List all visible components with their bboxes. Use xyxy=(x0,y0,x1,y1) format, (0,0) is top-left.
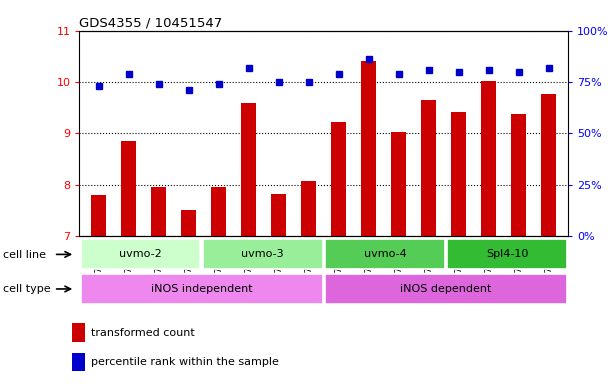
Bar xyxy=(391,132,406,384)
Bar xyxy=(331,122,346,384)
Text: percentile rank within the sample: percentile rank within the sample xyxy=(90,357,279,367)
Bar xyxy=(92,195,106,384)
Bar xyxy=(203,239,323,270)
Text: Spl4-10: Spl4-10 xyxy=(486,249,529,260)
Bar xyxy=(81,239,200,270)
Bar xyxy=(301,181,316,384)
Bar xyxy=(181,210,196,384)
Bar xyxy=(511,114,526,384)
Bar xyxy=(325,274,567,304)
Bar xyxy=(361,61,376,384)
Text: uvmo-3: uvmo-3 xyxy=(241,249,284,260)
Bar xyxy=(152,187,166,384)
Bar xyxy=(81,274,323,304)
Bar xyxy=(211,187,226,384)
Bar xyxy=(447,239,567,270)
Text: GDS4355 / 10451547: GDS4355 / 10451547 xyxy=(79,17,222,30)
Text: iNOS dependent: iNOS dependent xyxy=(400,284,492,294)
Bar xyxy=(72,323,86,342)
Bar xyxy=(452,112,466,384)
Text: cell line: cell line xyxy=(3,250,46,260)
Bar xyxy=(541,94,556,384)
Bar xyxy=(122,141,136,384)
Bar xyxy=(325,239,445,270)
Bar xyxy=(72,353,86,371)
Text: transformed count: transformed count xyxy=(90,328,194,338)
Text: iNOS independent: iNOS independent xyxy=(151,284,252,294)
Bar xyxy=(422,100,436,384)
Bar xyxy=(241,103,257,384)
Text: uvmo-4: uvmo-4 xyxy=(364,249,406,260)
Text: uvmo-2: uvmo-2 xyxy=(119,249,162,260)
Bar xyxy=(481,81,496,384)
Text: cell type: cell type xyxy=(3,284,51,294)
Bar xyxy=(271,194,287,384)
